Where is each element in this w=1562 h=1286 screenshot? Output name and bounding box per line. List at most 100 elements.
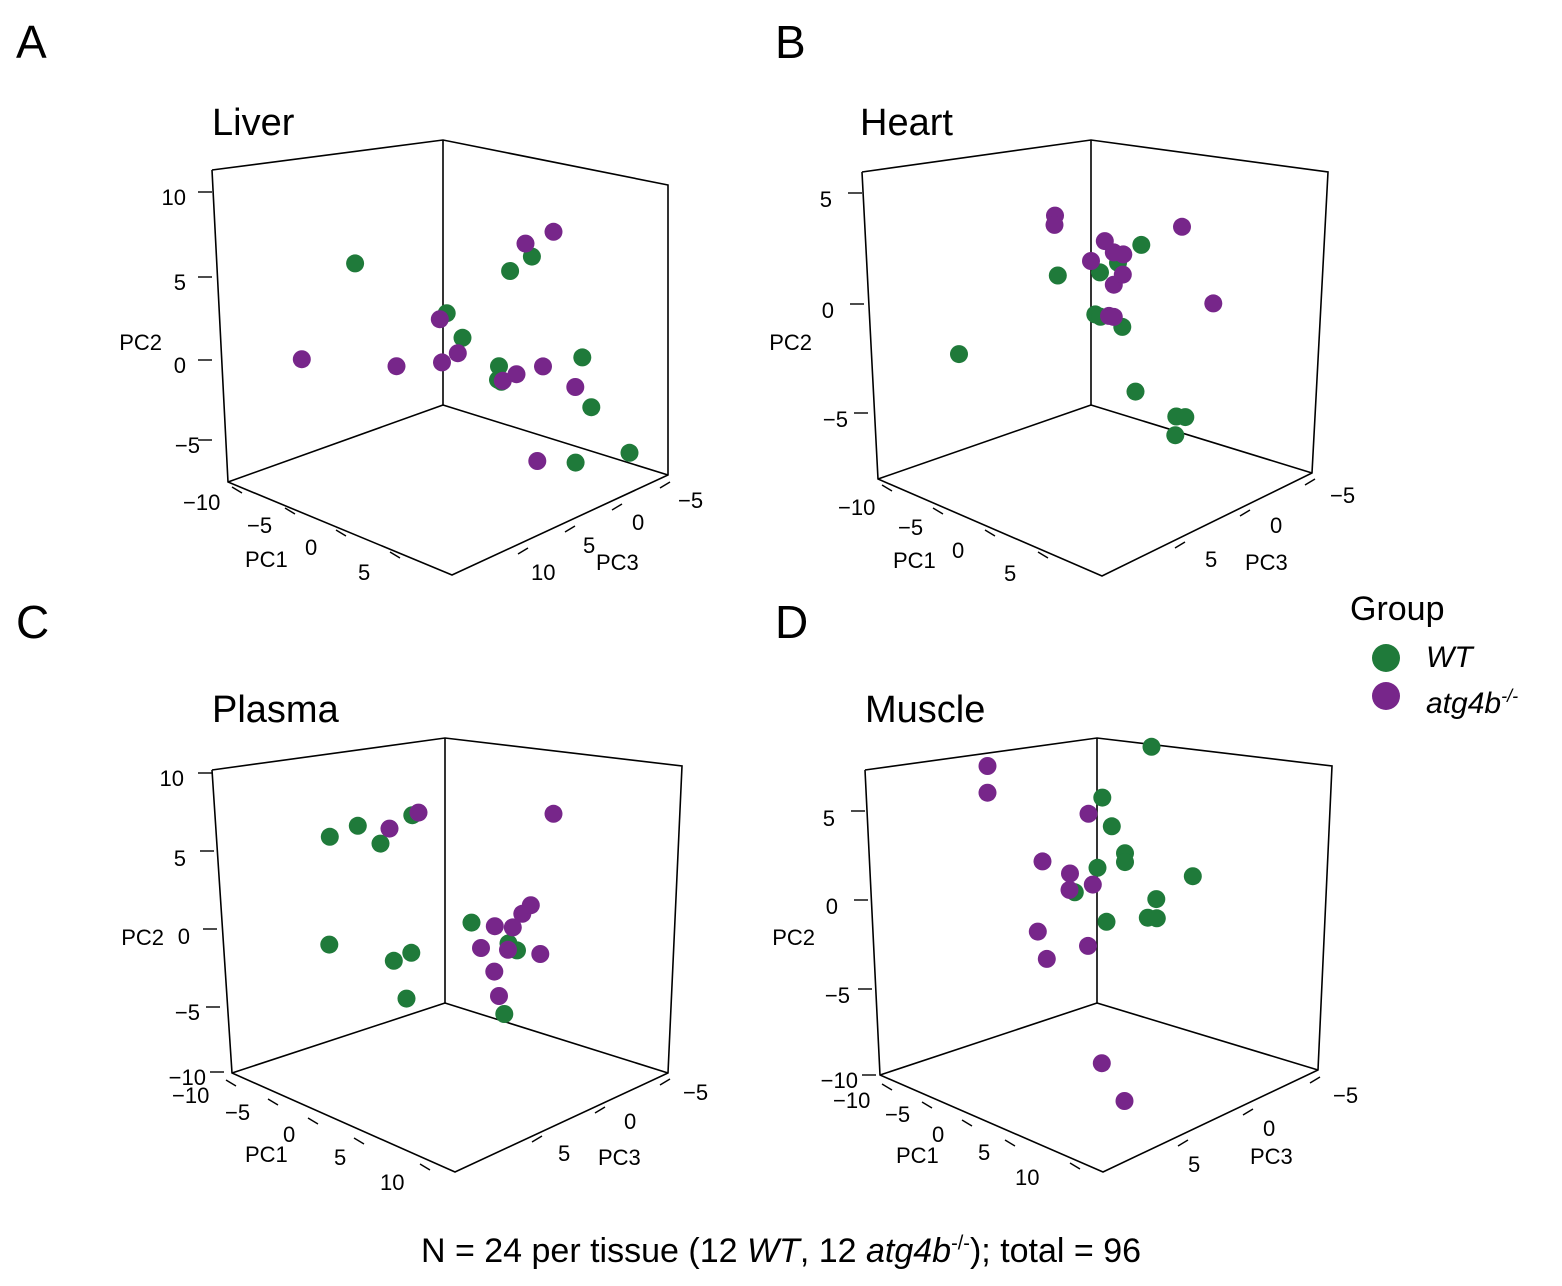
tick-label: −5 [898,515,923,540]
data-point-atg4b [978,783,997,802]
panel-letter-b: B [775,16,806,68]
data-point-wt [566,453,585,472]
data-point-wt [1132,235,1151,254]
data-point-wt [1183,867,1202,886]
data-point-atg4b [1045,215,1064,234]
legend-label-atg4b: atg4b-/- [1426,678,1518,722]
legend-label-atg4b-text: atg4b [1426,687,1502,720]
panel-letter-a: A [16,16,47,68]
data-point-wt [620,443,639,462]
tick-label: 10 [162,185,186,210]
data-point-atg4b [1173,217,1191,236]
tick-label: 0 [932,1122,944,1147]
data-point-atg4b [1083,875,1102,894]
panel-plasma: Plasma 10 5 0 −5 −10 PC2 −10 [121,689,708,1195]
data-point-wt [397,989,416,1008]
pc3-axis: −5 0 5 PC3 [531,1078,708,1170]
caption-prefix: N = 24 per tissue (12 [420,1232,747,1270]
axis-box [864,737,1333,1173]
data-point-atg4b [409,803,428,822]
data-point-atg4b [387,357,406,376]
data-point-atg4b [503,918,522,937]
tick-label: 5 [978,1140,990,1165]
data-point-wt [495,1005,514,1023]
tick-label: 5 [1004,561,1016,586]
axis-label-pc3: PC3 [598,1145,641,1170]
panel-letter-d: D [775,596,808,648]
tick-label: 0 [1270,513,1282,538]
tick-label: 0 [952,538,964,563]
data-point-atg4b [566,378,585,396]
data-point-atg4b [521,896,540,915]
data-point-atg4b [1104,307,1123,326]
tick-label: −10 [838,495,875,520]
data-point-atg4b [1061,864,1079,883]
data-point-atg4b [1113,265,1132,284]
tick-label: 5 [334,1145,346,1170]
legend-label-atg4b-sup: -/- [1501,686,1519,706]
tick-label: 5 [358,560,370,585]
data-point-atg4b [1082,252,1100,270]
data-point-wt [1097,912,1116,931]
tick-label: 0 [624,1109,636,1134]
data-point-wt [1147,890,1166,909]
data-point-wt [1088,858,1107,877]
tick-label: 0 [305,535,317,560]
data-point-atg4b [490,987,508,1005]
tick-label: −5 [683,1080,708,1105]
tick-label: 0 [174,353,186,378]
panel-muscle: Muscle 5 0 −5 −10 PC2 −10 −5 0 [772,689,1358,1190]
panel-liver: Liver 10 5 0 −5 PC2 −10 −5 0 5 [119,102,703,585]
data-point-wt [348,816,367,835]
data-point-atg4b [507,365,526,384]
data-point-atg4b [499,940,517,959]
axis-label-pc1: PC1 [245,547,288,572]
data-point-atg4b [430,310,449,329]
data-point-wt [453,328,472,347]
data-point-wt [1048,266,1067,285]
data-point-wt [1102,817,1121,836]
tick-label: 5 [823,806,835,831]
points [978,737,1202,1110]
data-point-wt [1093,788,1112,807]
data-point-wt [462,913,481,932]
legend-marker-atg4b [1372,682,1400,710]
tick-label: 5 [1188,1152,1200,1177]
tick-label: 5 [820,187,832,212]
tick-label: −10 [183,490,220,515]
data-point-atg4b [531,945,550,963]
caption-mid: , 12 [799,1232,866,1270]
tick-label: −5 [885,1102,910,1127]
chart-title: Plasma [212,689,340,731]
axis-label-pc3: PC3 [1245,550,1288,575]
data-point-wt [501,262,520,280]
tick-label: −5 [175,1000,200,1025]
data-point-wt [320,827,339,846]
tick-label: −10 [833,1088,870,1113]
tick-label: 0 [178,924,190,949]
chart-title: Muscle [865,689,985,731]
data-point-atg4b [1037,949,1056,968]
data-point-wt [950,345,968,364]
axis-label-pc1: PC1 [245,1142,288,1167]
tick-label: 0 [1263,1116,1275,1141]
data-point-atg4b [1115,1092,1134,1110]
data-point-atg4b [292,350,311,369]
tick-label: −5 [823,407,848,432]
axis-label-pc1: PC1 [893,548,936,573]
axis-label-pc2: PC2 [121,925,164,950]
points [292,222,639,472]
pc1-axis: −10 −5 0 5 10 PC1 [172,1079,431,1195]
pc2-axis: 5 0 −5 −10 PC2 [772,806,876,1093]
data-point-atg4b [380,819,399,838]
axis-box [861,139,1329,577]
tick-label: 0 [826,894,838,919]
data-point-wt [320,935,339,954]
tick-label: 10 [531,560,555,585]
points [320,803,563,1023]
axis-label-pc2: PC2 [119,330,162,355]
data-point-wt [582,398,601,417]
data-point-atg4b [1033,852,1052,871]
data-point-atg4b [1079,936,1097,955]
